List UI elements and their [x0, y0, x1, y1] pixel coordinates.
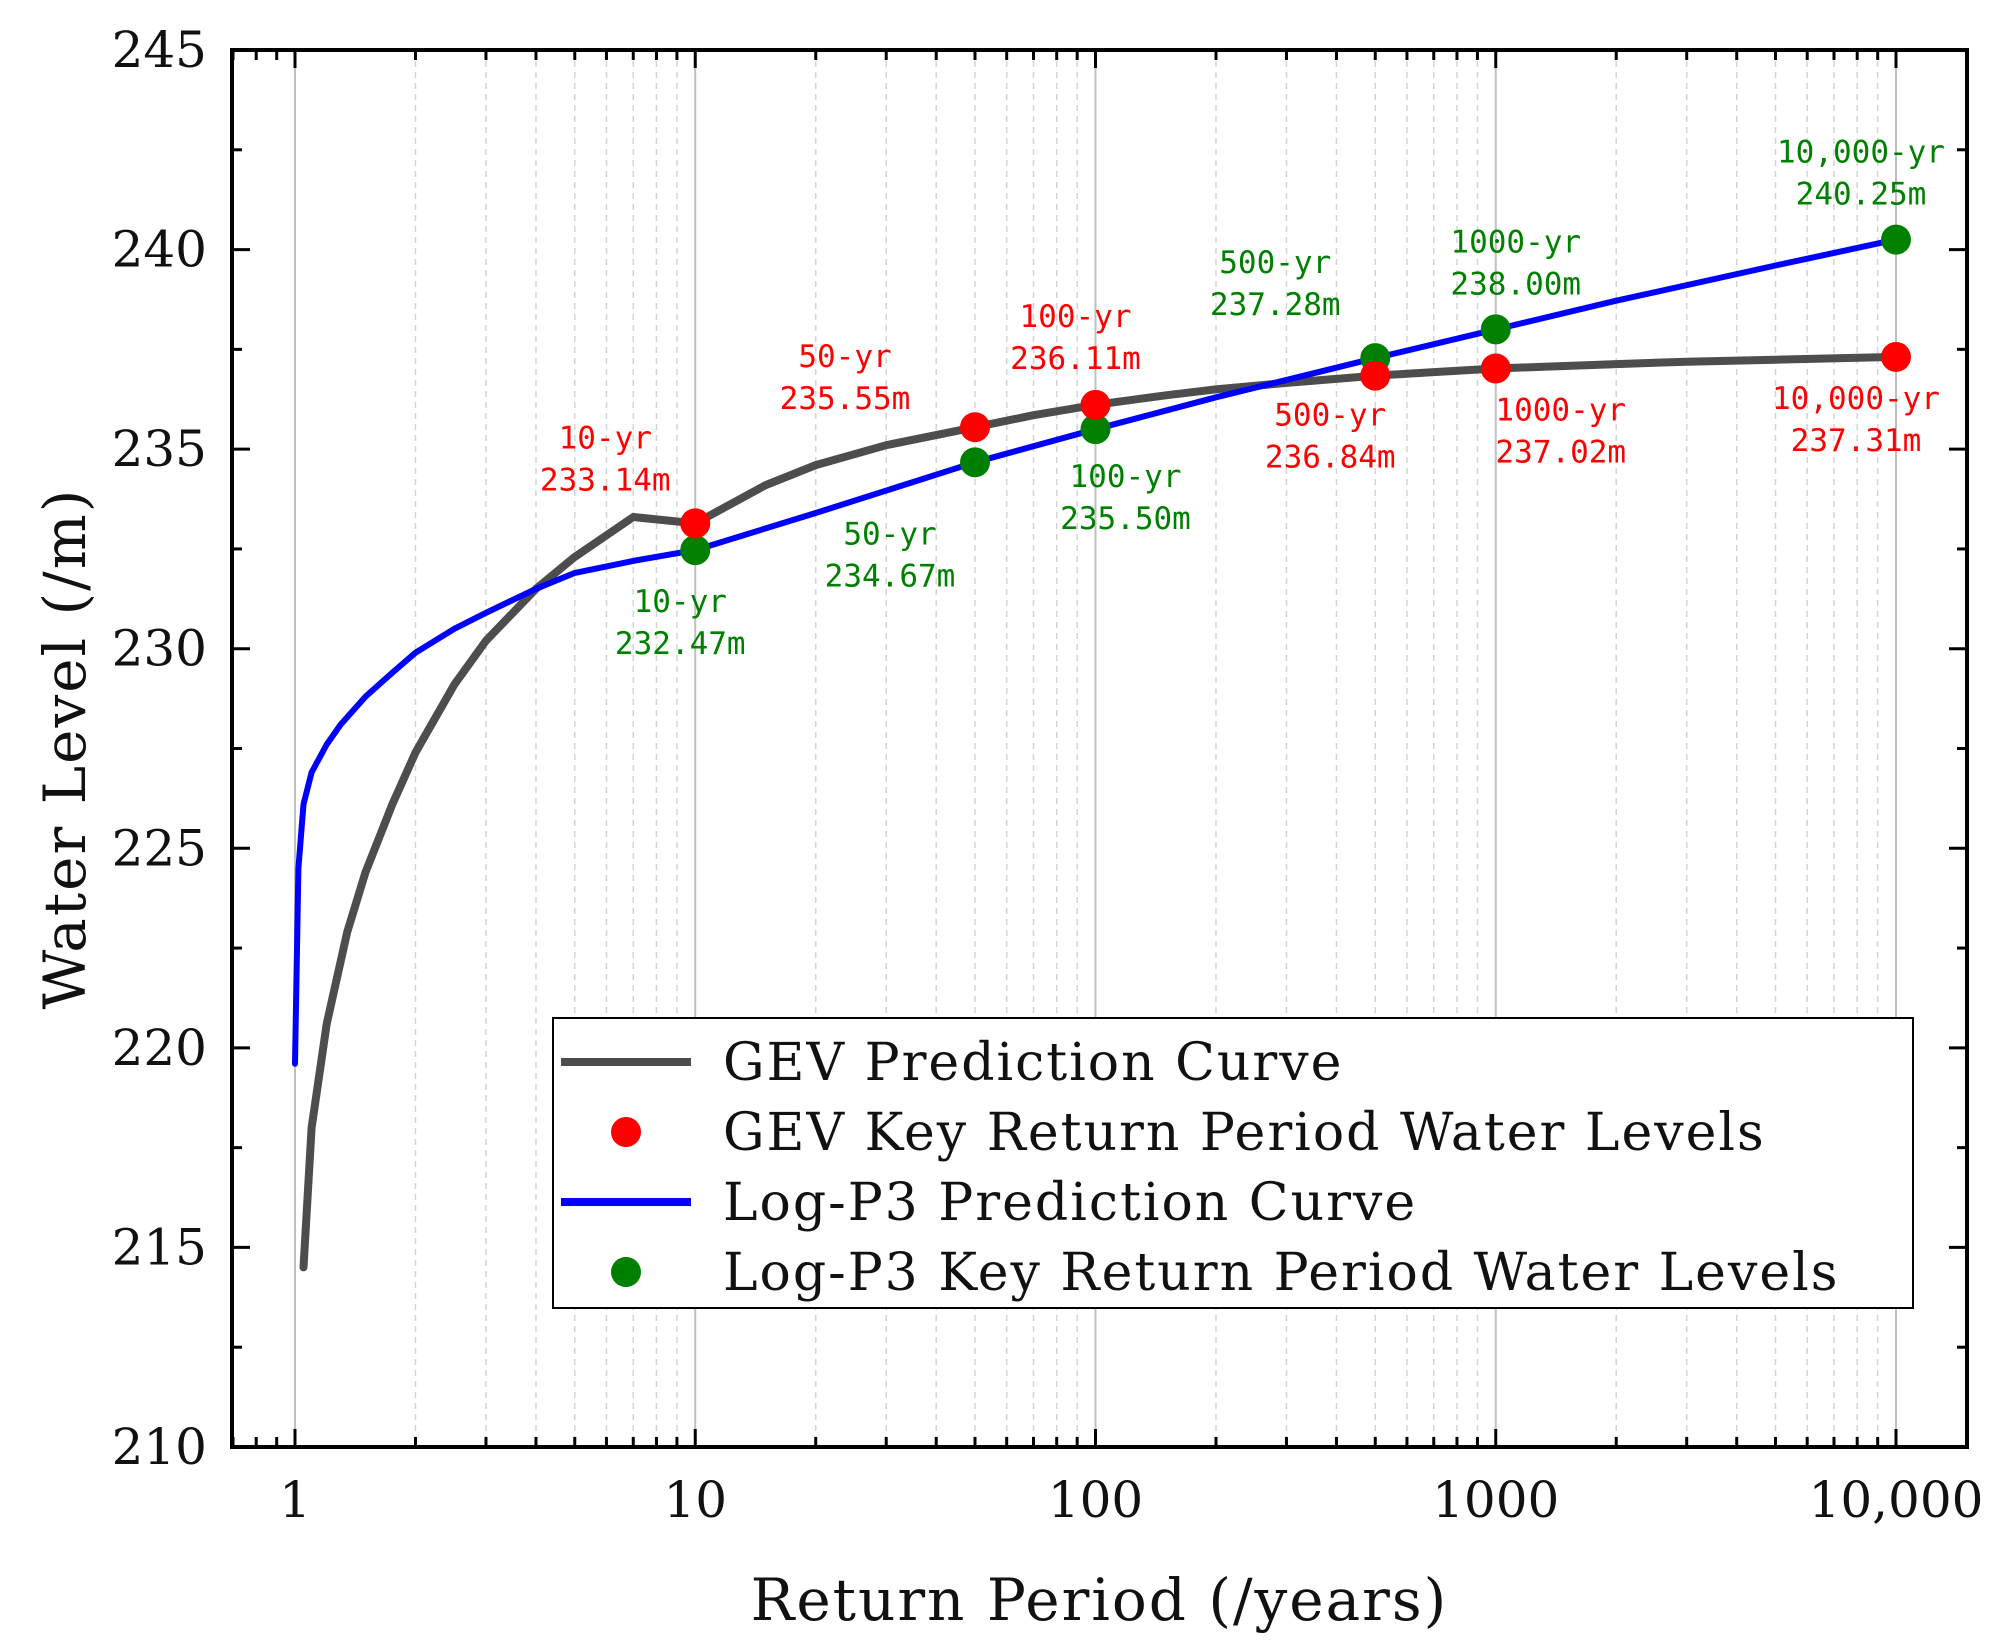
legend-label-0: GEV Prediction Curve [723, 1033, 1343, 1093]
gev-label-period-3: 500-yr [1274, 398, 1386, 434]
key-points [680, 224, 1911, 566]
gev-label-value-3: 236.84m [1265, 440, 1396, 476]
gev-label-value-5: 237.31m [1791, 423, 1922, 459]
log-p3-label-period-0: 10-yr [634, 584, 727, 620]
curves [292, 236, 1900, 1272]
y-axis-title: Water Level (/m) [31, 488, 99, 1010]
log-p3-label-value-4: 238.00m [1450, 266, 1581, 302]
log-p3-label-value-0: 232.47m [615, 626, 746, 662]
y-tick-label-220: 220 [112, 1019, 207, 1077]
log-p3-label-period-2: 100-yr [1070, 459, 1182, 495]
gev-label-period-1: 50-yr [798, 339, 891, 375]
x-tick-label-10: 10 [663, 1471, 727, 1529]
log-p3-key-point-4 [1480, 314, 1511, 345]
y-tick-label-225: 225 [112, 819, 207, 877]
x-tick-label-1: 1 [279, 1471, 311, 1529]
gev-label-period-5: 10,000-yr [1772, 381, 1940, 417]
gev-label-value-4: 237.02m [1495, 435, 1626, 471]
gev-key-point-0 [680, 508, 711, 539]
gev-label-value-0: 233.14m [540, 462, 671, 498]
gev-key-point-4 [1480, 353, 1511, 384]
y-tick-label-235: 235 [112, 420, 207, 478]
log-p3-key-point-0 [680, 535, 711, 566]
gev-label-value-2: 236.11m [1010, 341, 1141, 377]
log-p3-label-period-4: 1000-yr [1450, 224, 1581, 260]
gev-key-point-3 [1360, 360, 1391, 391]
log-p3-key-point-2 [1080, 414, 1111, 445]
legend-label-2: Log-P3 Prediction Curve [723, 1173, 1417, 1233]
log-p3-prediction-curve [292, 236, 1899, 1067]
gev-label-period-4: 1000-yr [1495, 393, 1626, 429]
legend-box [552, 1017, 1914, 1309]
legend-marker-swatch-1 [611, 1117, 641, 1147]
x-tick-label-1000: 1000 [1432, 1471, 1559, 1529]
grid [294, 50, 1897, 1447]
y-tick-label-230: 230 [112, 620, 207, 678]
log-p3-label-value-3: 237.28m [1210, 287, 1341, 323]
log-p3-label-value-5: 240.25m [1796, 177, 1927, 213]
y-tick-label-245: 245 [112, 21, 207, 79]
legend-label-3: Log-P3 Key Return Period Water Levels [723, 1243, 1839, 1303]
gev-label-period-0: 10-yr [559, 420, 652, 456]
log-p3-key-point-5 [1881, 224, 1911, 255]
legend: GEV Prediction Curve GEV Key Return Perio… [552, 1017, 1914, 1309]
point-annotations: 10-yr 233.14m 50-yr 235.55m 100-yr 236.11m 500… [540, 135, 1945, 663]
legend-marker-swatch-3 [611, 1257, 641, 1287]
log-p3-label-value-2: 235.50m [1060, 501, 1191, 537]
log-p3-label-period-5: 10,000-yr [1777, 135, 1945, 171]
gev-key-point-5 [1881, 341, 1911, 372]
log-p3-label-period-1: 50-yr [843, 516, 936, 552]
log-p3-label-value-1: 234.67m [825, 558, 956, 594]
gev-key-point-1 [960, 412, 991, 443]
gev-label-value-1: 235.55m [780, 381, 911, 417]
y-tick-label-240: 240 [112, 221, 207, 279]
gev-prediction-curve [299, 352, 1900, 1272]
y-tick-label-210: 210 [112, 1418, 207, 1476]
x-axis-title: Return Period (/years) [751, 1566, 1449, 1634]
y-tick-label-215: 215 [112, 1218, 207, 1276]
axes: 210 215 220 225 230 235 240 245 1 10 100 1000 10,000… [31, 21, 1983, 1634]
x-tick-label-10,000: 10,000 [1809, 1471, 1984, 1529]
x-tick-label-100: 100 [1048, 1471, 1143, 1529]
legend-label-1: GEV Key Return Period Water Levels [723, 1103, 1766, 1163]
gev-key-point-2 [1080, 389, 1111, 420]
log-p3-key-point-1 [960, 447, 991, 478]
gev-label-period-2: 100-yr [1020, 299, 1132, 335]
log-p3-label-period-3: 500-yr [1219, 245, 1331, 281]
